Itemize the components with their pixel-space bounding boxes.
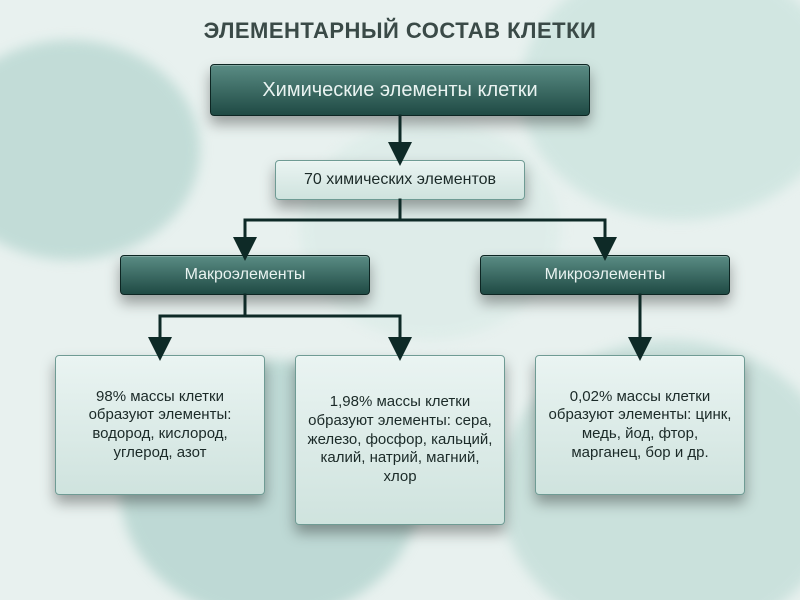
node-macro: Макроэлементы (120, 255, 370, 295)
node-leaf-3: 0,02% массы клетки образуют элементы: ци… (535, 355, 745, 495)
node-leaf-3-label: 0,02% массы клетки образуют элементы: ци… (546, 388, 734, 463)
node-leaf-2: 1,98% массы клетки образуют элементы: се… (295, 355, 505, 525)
node-macro-label: Макроэлементы (185, 265, 306, 285)
node-micro: Микроэлементы (480, 255, 730, 295)
node-leaf-1-label: 98% массы клетки образуют элементы: водо… (66, 388, 254, 463)
node-root: Химические элементы клетки (210, 64, 590, 116)
node-mid-label: 70 химических элементов (304, 170, 496, 190)
node-mid: 70 химических элементов (275, 160, 525, 200)
node-leaf-2-label: 1,98% массы клетки образуют элементы: се… (306, 393, 494, 487)
node-micro-label: Микроэлементы (545, 265, 666, 285)
node-root-label: Химические элементы клетки (262, 78, 537, 103)
page-title: ЭЛЕМЕНТАРНЫЙ СОСТАВ КЛЕТКИ (0, 18, 800, 44)
diagram-root: ЭЛЕМЕНТАРНЫЙ СОСТАВ КЛЕТКИ Химические эл… (0, 0, 800, 600)
node-leaf-1: 98% массы клетки образуют элементы: водо… (55, 355, 265, 495)
